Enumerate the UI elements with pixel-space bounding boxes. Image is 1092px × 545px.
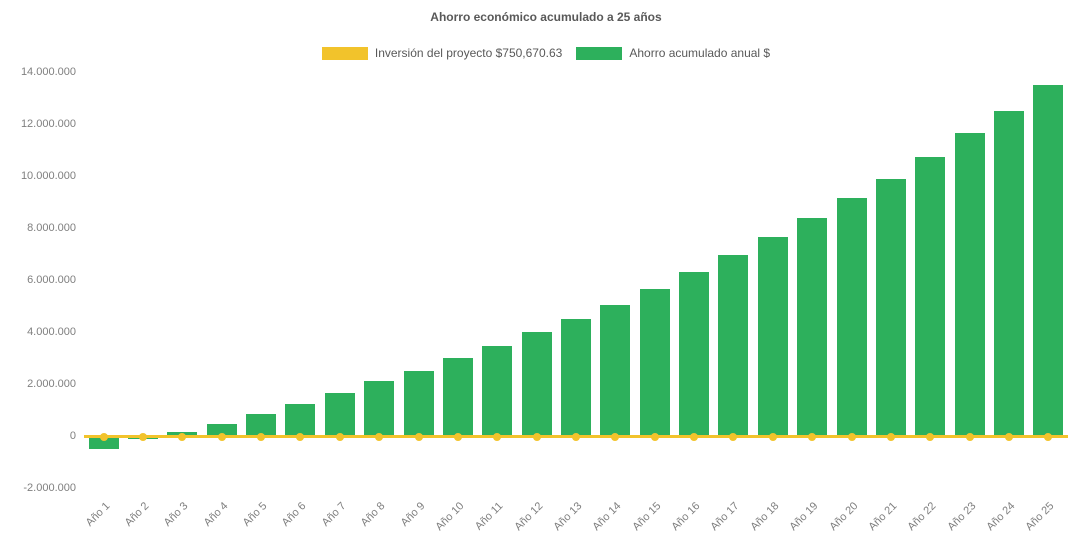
bar-año-15 bbox=[639, 289, 670, 436]
bar-año-14 bbox=[600, 304, 631, 436]
bar-año-16 bbox=[679, 272, 710, 436]
y-axis-tick-label: 14.000.000 bbox=[20, 66, 76, 78]
investment-line-marker bbox=[414, 432, 423, 441]
bar-año-12 bbox=[521, 332, 552, 436]
bar-año-7 bbox=[324, 393, 355, 436]
bar-año-10 bbox=[442, 358, 473, 436]
y-axis-tick-label: 0 bbox=[69, 430, 76, 442]
investment-line-marker bbox=[178, 432, 187, 441]
y-axis-tick-label: 10.000.000 bbox=[20, 170, 76, 182]
investment-line-marker bbox=[572, 432, 580, 441]
investment-line-marker bbox=[493, 432, 502, 441]
investment-line-swatch bbox=[321, 46, 368, 60]
legend-label-savings: Ahorro acumulado anual $ bbox=[629, 46, 771, 60]
bar-año-21 bbox=[875, 178, 906, 436]
y-axis-tick-label: 8.000.000 bbox=[27, 222, 76, 234]
bar-año-5 bbox=[246, 413, 277, 436]
y-axis-tick-label: 4.000.000 bbox=[27, 326, 76, 338]
investment-line-marker bbox=[926, 432, 935, 441]
investment-line-marker bbox=[99, 432, 108, 441]
investment-line-marker bbox=[650, 432, 659, 441]
bar-año-6 bbox=[285, 403, 316, 436]
investment-line-marker bbox=[886, 432, 895, 441]
investment-line-marker bbox=[217, 432, 226, 441]
investment-line-marker bbox=[257, 432, 266, 441]
y-axis-tick-label: -2.000.000 bbox=[23, 482, 76, 494]
legend-item-investment: Inversión del proyecto $750,670.63 bbox=[321, 46, 563, 60]
bar-año-18 bbox=[757, 237, 788, 436]
bar-año-19 bbox=[797, 217, 828, 436]
bar-año-24 bbox=[993, 111, 1024, 436]
investment-line-marker bbox=[965, 432, 974, 441]
investment-line-marker bbox=[611, 432, 620, 441]
bar-año-4 bbox=[206, 424, 237, 436]
bar-año-11 bbox=[482, 346, 513, 436]
investment-line-marker bbox=[532, 432, 541, 441]
investment-line-marker bbox=[139, 432, 148, 441]
investment-line-marker bbox=[296, 432, 305, 441]
y-axis-tick-label: 12.000.000 bbox=[20, 118, 76, 130]
investment-line-marker bbox=[1044, 432, 1053, 441]
x-axis-tick-label: Año 1 bbox=[83, 500, 113, 529]
bar-año-17 bbox=[718, 255, 749, 436]
legend-item-savings: Ahorro acumulado anual $ bbox=[576, 46, 770, 60]
legend-label-investment: Inversión del proyecto $750,670.63 bbox=[374, 46, 563, 60]
y-axis-tick-label: 2.000.000 bbox=[27, 378, 76, 390]
legend: Inversión del proyecto $750,670.63 Ahorr… bbox=[0, 46, 1092, 60]
bar-año-25 bbox=[1033, 85, 1064, 436]
y-axis-tick-label: 6.000.000 bbox=[27, 274, 76, 286]
investment-line-marker bbox=[808, 432, 817, 441]
bar-año-13 bbox=[561, 319, 591, 436]
investment-line-marker bbox=[335, 432, 344, 441]
investment-line-marker bbox=[847, 432, 856, 441]
savings-bar-swatch bbox=[576, 46, 623, 60]
bar-año-1 bbox=[88, 436, 119, 449]
investment-line-marker bbox=[690, 432, 699, 441]
bar-año-8 bbox=[364, 381, 395, 436]
bar-año-20 bbox=[836, 198, 867, 436]
investment-line-marker bbox=[453, 432, 462, 441]
investment-line-marker bbox=[729, 432, 738, 441]
chart-title: Ahorro económico acumulado a 25 años bbox=[430, 10, 662, 24]
investment-line-marker bbox=[375, 432, 384, 441]
bar-año-9 bbox=[403, 371, 434, 436]
bar-año-23 bbox=[954, 133, 985, 436]
bar-año-22 bbox=[915, 156, 946, 436]
investment-line-marker bbox=[1004, 432, 1013, 441]
investment-line-marker bbox=[768, 432, 777, 441]
